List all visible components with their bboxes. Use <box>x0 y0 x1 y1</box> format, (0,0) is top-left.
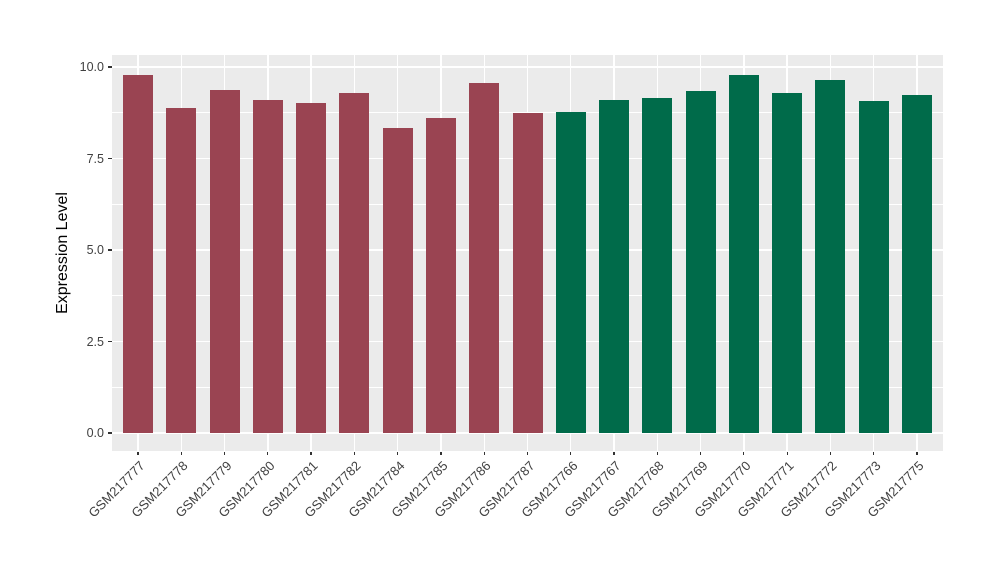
bar <box>815 79 846 434</box>
y-tick-mark <box>108 432 112 434</box>
y-tick-label: 0.0 <box>86 426 104 441</box>
x-tick-mark <box>353 451 355 455</box>
bar <box>339 93 370 434</box>
bar <box>166 108 197 434</box>
x-tick-mark <box>397 451 399 455</box>
y-tick-mark <box>108 157 112 160</box>
bar <box>902 95 933 434</box>
bar <box>469 82 500 434</box>
bar <box>599 100 630 434</box>
y-tick-label: 10.0 <box>79 60 104 75</box>
bar <box>296 103 327 434</box>
x-tick-mark <box>223 451 226 455</box>
x-tick-mark <box>786 451 788 455</box>
x-tick-mark <box>483 451 485 455</box>
y-tick-label: 5.0 <box>86 243 104 258</box>
bar <box>209 90 240 434</box>
x-tick-mark <box>180 451 182 455</box>
bar <box>685 90 716 434</box>
bar <box>642 97 673 434</box>
bar <box>512 113 543 434</box>
x-tick-mark <box>526 451 529 455</box>
x-tick-mark <box>873 451 875 455</box>
y-tick-label: 2.5 <box>86 334 104 349</box>
bar <box>772 93 803 434</box>
x-tick-mark <box>656 451 658 455</box>
bar <box>122 74 153 434</box>
bar <box>728 75 759 434</box>
x-tick-mark <box>440 451 442 455</box>
x-tick-mark <box>267 451 269 455</box>
x-tick-mark <box>916 451 918 455</box>
x-tick-mark <box>700 451 702 455</box>
plot-panel <box>112 55 943 451</box>
x-tick-mark <box>613 451 615 455</box>
y-tick-mark <box>108 249 112 251</box>
bar <box>252 100 283 434</box>
y-tick-mark <box>108 340 112 343</box>
bar <box>555 112 586 434</box>
y-tick-label: 7.5 <box>86 151 104 166</box>
bar <box>858 100 889 434</box>
y-tick-mark <box>108 66 112 68</box>
x-tick-mark <box>829 451 832 455</box>
x-tick-mark <box>310 451 312 455</box>
bar <box>382 128 413 434</box>
x-tick-mark <box>743 451 745 455</box>
x-tick-mark <box>570 451 572 455</box>
bar <box>425 118 456 434</box>
x-tick-mark <box>137 451 139 455</box>
